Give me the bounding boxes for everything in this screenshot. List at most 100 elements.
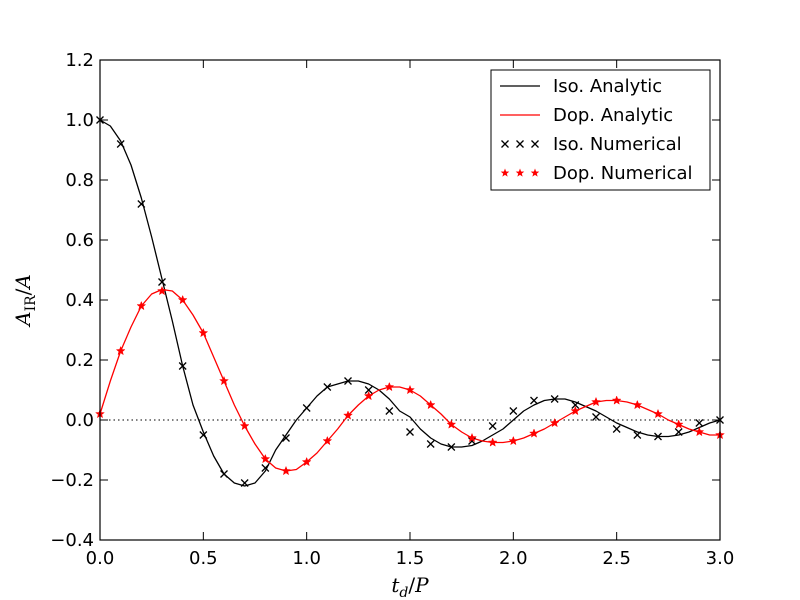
y-tick-label: 0.0 [65, 410, 94, 431]
dop-numerical-point [177, 294, 188, 305]
dop-numerical-point [570, 405, 581, 416]
iso-numerical-point [116, 140, 125, 148]
y-tick-label: −0.4 [50, 530, 94, 551]
legend-swatch-marker [531, 140, 539, 148]
dop-numerical-point [115, 345, 126, 356]
iso-numerical-point [282, 434, 290, 442]
iso-numerical-point [447, 443, 456, 451]
iso-numerical-point [302, 404, 311, 412]
iso-numerical-point [468, 437, 476, 445]
dop-numerical-point [157, 285, 167, 296]
iso-numerical-markers [96, 116, 724, 487]
dop-numerical-markers [95, 285, 725, 476]
iso-numerical-point [178, 362, 187, 370]
dop-numerical-point [384, 381, 395, 392]
iso-numerical-point [137, 200, 146, 208]
dop-numerical-point [611, 395, 622, 405]
iso-numerical-point [406, 428, 414, 436]
dop-numerical-point [260, 453, 271, 464]
iso-numerical-point [323, 383, 332, 391]
x-axis-ticks: 0.0 0.5 1.0 1.5 2.0 2.5 3.0 [86, 60, 735, 569]
y-tick-label: 0.6 [65, 230, 94, 251]
legend-label: Iso. Analytic [553, 76, 662, 97]
y-tick-label: −0.2 [50, 470, 94, 491]
dop-numerical-point [529, 428, 539, 438]
iso-numerical-point [695, 419, 704, 427]
dop-numerical-point [343, 410, 353, 420]
iso-numerical-point [612, 425, 621, 433]
y-tick-label: 1.0 [65, 110, 94, 131]
x-tick-label: 2.5 [602, 548, 631, 569]
iso-numerical-point [509, 407, 518, 415]
iso-numerical-point [261, 464, 270, 472]
dop-numerical-point [301, 456, 312, 467]
legend: Iso. Analytic Dop. Analytic Iso. Numerical… [490, 69, 711, 191]
dop-numerical-point [446, 419, 457, 429]
iso-numerical-point [385, 407, 394, 415]
iso-numerical-point [158, 278, 166, 286]
iso-numerical-point [220, 470, 228, 478]
legend-swatch-marker [501, 140, 509, 148]
iso-numerical-point [633, 431, 642, 439]
dop-numerical-point [239, 420, 250, 431]
iso-numerical-point [364, 386, 373, 394]
legend-box [490, 69, 711, 191]
y-axis-title-subscript: IR [23, 295, 39, 312]
y-tick-label: 0.8 [65, 170, 94, 191]
legend-swatch-marker [516, 140, 524, 148]
dop-numerical-point [694, 426, 705, 437]
x-tick-label: 0.5 [189, 548, 218, 569]
legend-label: Dop. Numerical [553, 163, 693, 184]
iso-numerical-point [426, 440, 435, 448]
legend-entry-dop-numerical: Dop. Numerical [500, 163, 693, 184]
x-axis-title: td/P [391, 573, 429, 600]
dop-numerical-point [591, 396, 601, 407]
y-tick-label: 0.2 [65, 350, 94, 371]
iso-numerical-point [199, 431, 208, 439]
legend-swatch-marker [515, 168, 525, 177]
dop-numerical-point [673, 419, 684, 429]
y-axis-ticks: −0.4 −0.2 0.0 0.2 0.4 0.6 0.8 1.0 1.2 [50, 50, 720, 551]
dop-numerical-point [322, 435, 333, 446]
iso-numerical-point [344, 377, 352, 385]
dop-numerical-point [198, 327, 209, 338]
iso-numerical-point [654, 432, 662, 441]
dop-numerical-point [281, 465, 291, 476]
legend-swatch-marker [500, 168, 510, 177]
dop-numerical-point [653, 408, 663, 419]
y-tick-label: 1.2 [65, 50, 94, 71]
x-axis-title-subscript: d [399, 585, 408, 600]
iso-numerical-point [592, 413, 600, 421]
legend-entry-iso-analytic: Iso. Analytic [500, 76, 662, 97]
x-tick-label: 1.0 [292, 548, 321, 569]
legend-label: Dop. Analytic [553, 105, 673, 126]
legend-swatch-marker [530, 168, 540, 177]
y-axis-title: AIR/A [11, 274, 39, 328]
dop-numerical-point [632, 399, 643, 410]
dop-numerical-point [549, 417, 560, 428]
dop-numerical-point [508, 435, 519, 446]
iso-numerical-point [550, 395, 559, 403]
iso-numerical-point [240, 479, 249, 487]
iso-numerical-point [488, 422, 497, 430]
x-tick-label: 2.0 [499, 548, 528, 569]
legend-entry-dop-analytic: Dop. Analytic [500, 105, 673, 126]
dop-numerical-point [219, 375, 229, 386]
iso-numerical-point [571, 401, 580, 409]
dop-numerical-point [136, 300, 147, 311]
dop-numerical-point [405, 384, 415, 395]
dop-numerical-point [363, 390, 374, 401]
iso-analytic-line [99, 119, 721, 487]
iso-numerical-point [674, 428, 683, 436]
y-tick-label: 0.4 [65, 290, 94, 311]
series-layer [95, 116, 725, 487]
x-tick-label: 0.0 [86, 548, 115, 569]
dop-numerical-point [425, 399, 436, 410]
dop-numerical-point [487, 437, 498, 447]
dop-numerical-point [467, 432, 477, 443]
iso-numerical-point [530, 396, 538, 405]
x-tick-label: 3.0 [706, 548, 735, 569]
legend-entry-iso-numerical: Iso. Numerical [501, 134, 682, 155]
x-tick-label: 1.5 [396, 548, 425, 569]
